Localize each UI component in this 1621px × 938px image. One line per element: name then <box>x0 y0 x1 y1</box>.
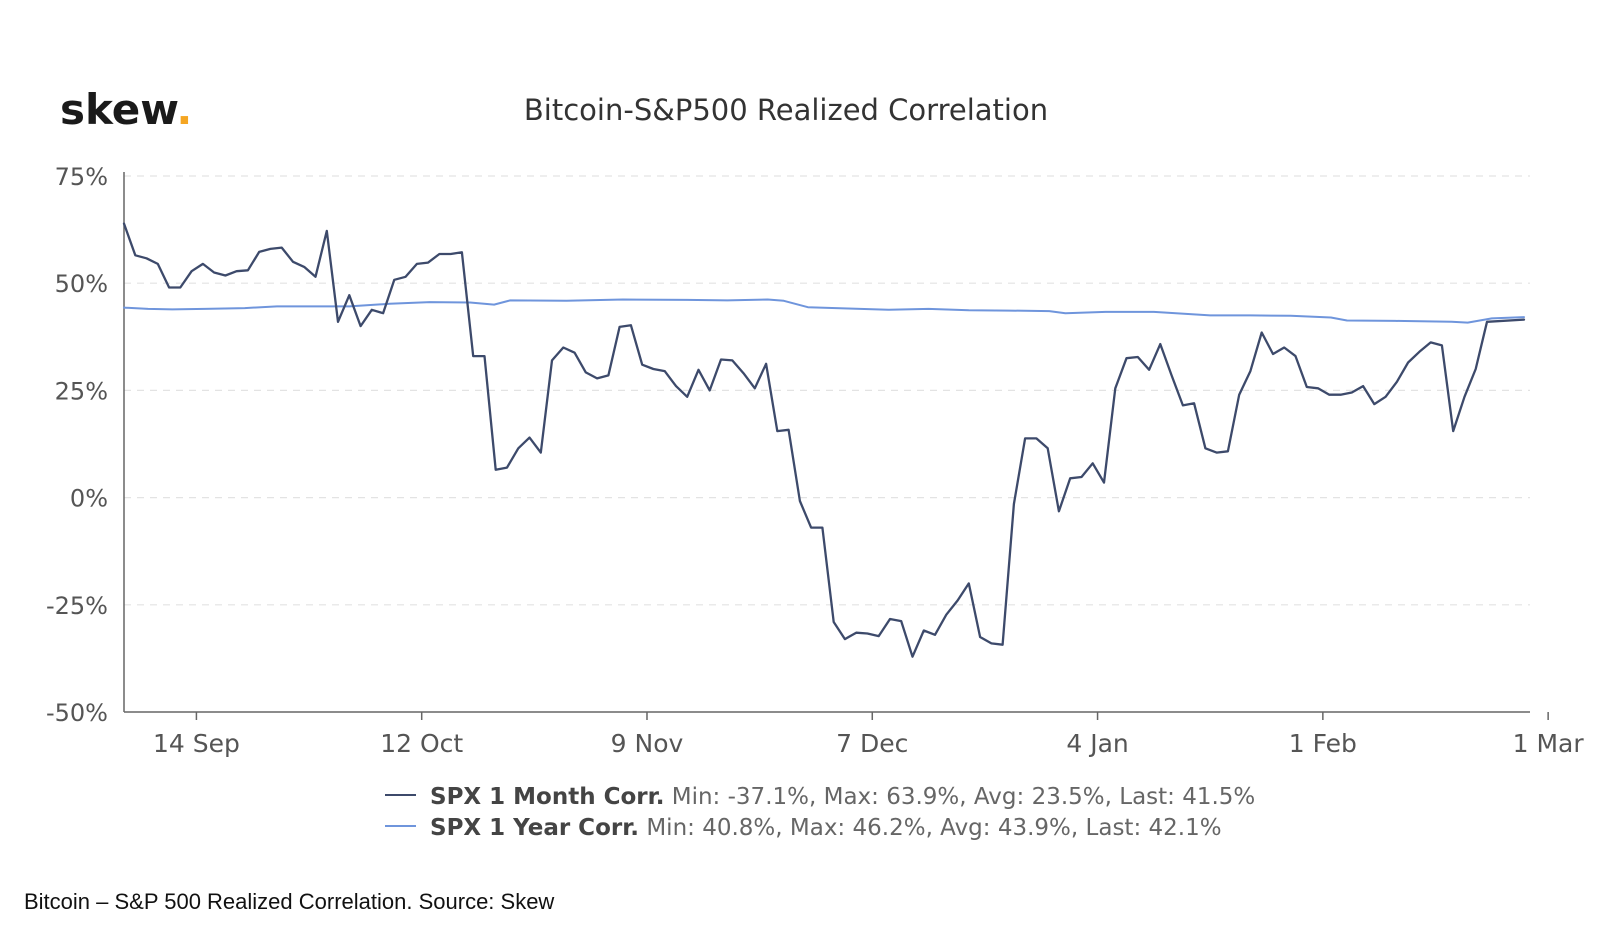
x-tick-label: 7 Dec <box>836 729 908 758</box>
x-tick-label: 1 Feb <box>1289 729 1357 758</box>
legend-stats-month: Min: -37.1%, Max: 63.9%, Avg: 23.5%, Las… <box>672 784 1256 810</box>
x-tick-label: 12 Oct <box>380 729 463 758</box>
legend: SPX 1 Month Corr. Min: -37.1%, Max: 63.9… <box>385 784 1255 841</box>
grid-lines <box>124 175 1530 606</box>
legend-entry-month: SPX 1 Month Corr. Min: -37.1%, Max: 63.9… <box>430 784 1255 810</box>
legend-name-year: SPX 1 Year Corr. <box>430 815 639 841</box>
skew-logo: skew. <box>60 85 192 134</box>
y-tick-label: 0% <box>70 485 108 513</box>
legend-name-month: SPX 1 Month Corr. <box>430 784 664 810</box>
y-tick-label: 75% <box>55 163 108 191</box>
y-tick-label: -50% <box>46 699 108 727</box>
y-tick-label: -25% <box>46 592 108 620</box>
series-line-1-month-corr <box>122 222 1526 658</box>
y-tick-label: 25% <box>55 377 108 405</box>
skew-logo-dot: . <box>176 85 192 134</box>
x-tick-label: 9 Nov <box>611 729 684 758</box>
axes: 75% 50% 25% 0% -25% -50% 14 Sep 12 Oct 9 Nov 7 De… <box>46 163 1584 758</box>
x-tick-label: 4 Jan <box>1066 729 1128 758</box>
chart-title: Bitcoin-S&P500 Realized Correlation <box>524 93 1048 127</box>
x-tick-label: 1 Mar <box>1513 729 1585 758</box>
y-tick-label: 50% <box>55 270 108 298</box>
legend-entry-year: SPX 1 Year Corr. Min: 40.8%, Max: 46.2%,… <box>430 815 1222 841</box>
legend-stats-year: Min: 40.8%, Max: 46.2%, Avg: 43.9%, Last… <box>646 815 1221 841</box>
series-line-1-year-corr <box>123 298 1525 324</box>
plot-series <box>122 222 1526 658</box>
figure-caption: Bitcoin – S&P 500 Realized Correlation. … <box>24 889 555 914</box>
x-tick-label: 14 Sep <box>153 729 240 758</box>
